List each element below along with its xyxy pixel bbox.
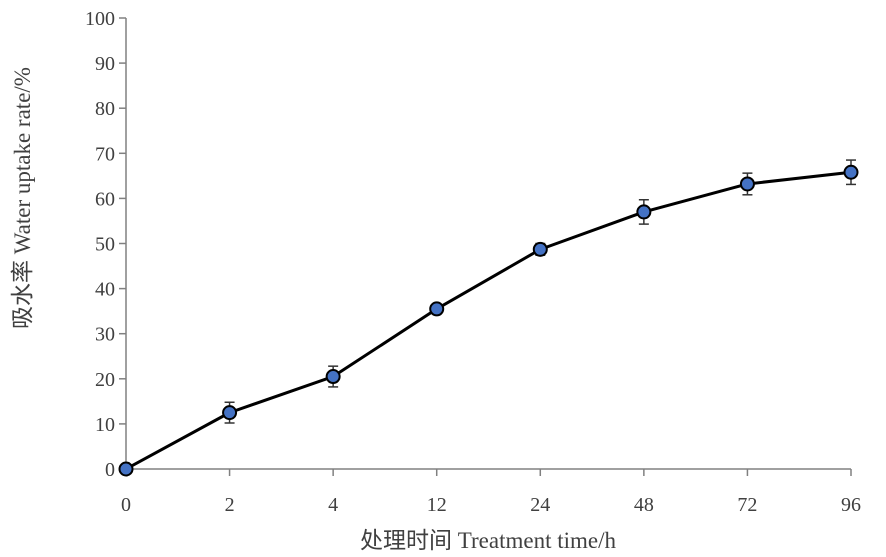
- data-point: [325, 369, 341, 385]
- y-tick-label: 50: [95, 234, 115, 256]
- y-tick-label: 80: [95, 98, 115, 120]
- y-tick-label: 100: [85, 8, 115, 30]
- x-tick-label: 24: [530, 494, 550, 516]
- data-point: [222, 405, 238, 421]
- y-tick-label: 30: [95, 324, 115, 346]
- data-point: [118, 461, 134, 477]
- x-tick-label: 48: [634, 494, 654, 516]
- series-line: [125, 170, 852, 471]
- x-tick-label: 0: [121, 494, 131, 516]
- data-point: [843, 164, 859, 180]
- y-ticks: 0 10 20 30 40 50 60 70 80 90 100: [85, 8, 126, 481]
- series-layer: [118, 159, 859, 477]
- axes: [125, 18, 851, 470]
- x-axis-label: 处理时间 Treatment time/h: [360, 528, 616, 553]
- y-tick-label: 20: [95, 369, 115, 391]
- x-ticks: 0 2 4 12 24 48 72 96: [121, 469, 861, 516]
- x-tick-label: 72: [737, 494, 757, 516]
- y-axis-label: 吸水率 Water uptake rate/%: [10, 67, 35, 329]
- y-tick-label: 10: [95, 414, 115, 436]
- x-tick-label: 4: [328, 494, 338, 516]
- y-tick-label: 40: [95, 279, 115, 301]
- y-tick-label: 90: [95, 53, 115, 75]
- y-tick-label: 60: [95, 188, 115, 210]
- x-tick-label: 12: [427, 494, 447, 516]
- data-point: [739, 176, 755, 192]
- y-tick-label: 70: [95, 143, 115, 165]
- x-tick-label: 96: [841, 494, 861, 516]
- data-point: [636, 204, 652, 220]
- x-tick-label: 2: [225, 494, 235, 516]
- y-tick-label: 0: [105, 459, 115, 481]
- data-point: [429, 301, 445, 317]
- data-point: [532, 241, 548, 257]
